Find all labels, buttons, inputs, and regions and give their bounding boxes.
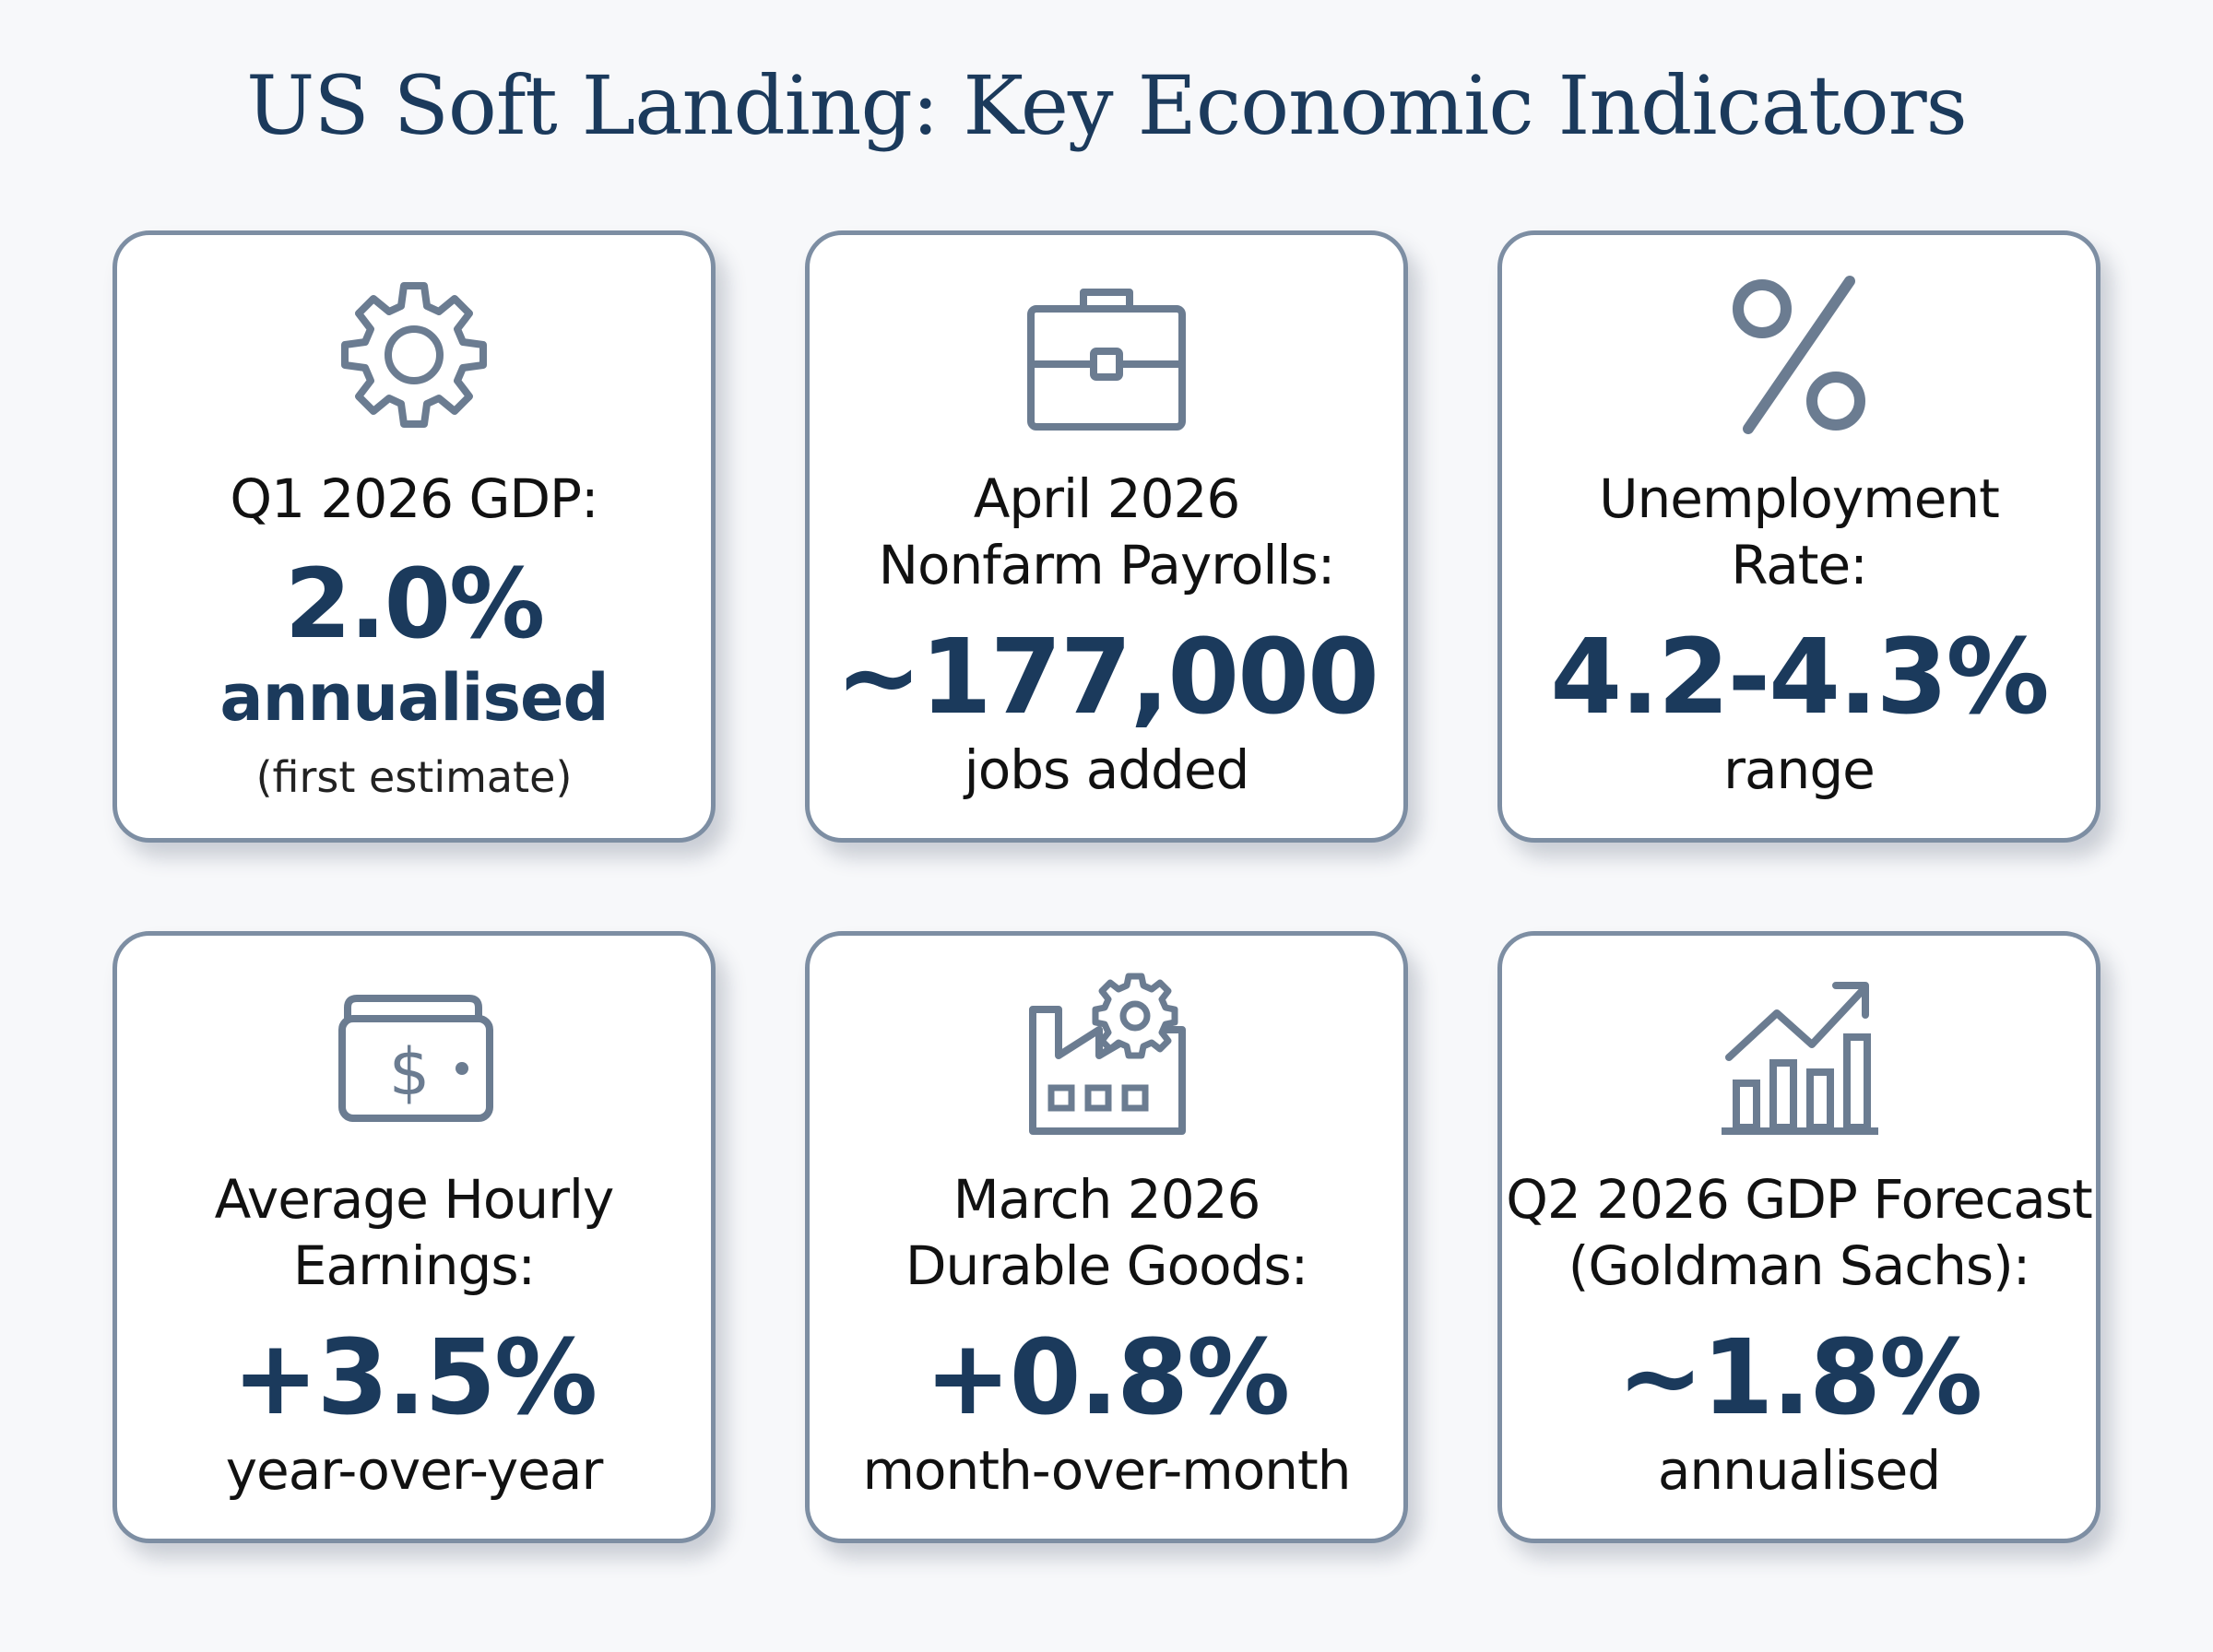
card-hourly-earnings: $ Average Hourly Earnings: +3.5% year-ov… xyxy=(112,931,716,1543)
card-sub: jobs added xyxy=(964,738,1250,801)
card-q2-gdp-forecast: Q2 2026 GDP Forecast (Goldman Sachs): ~1… xyxy=(1497,931,2101,1543)
card-label: Q1 2026 GDP: xyxy=(230,467,598,530)
card-label: Unemployment Rate: xyxy=(1599,467,2000,596)
card-label: Average Hourly Earnings: xyxy=(214,1168,615,1297)
card-durable-goods: March 2026 Durable Goods: +0.8% month-ov… xyxy=(805,931,1408,1543)
gear-icon xyxy=(117,272,711,438)
card-label: April 2026 Nonfarm Payrolls: xyxy=(878,467,1336,596)
card-sub: annualised xyxy=(1657,1439,1941,1502)
card-sub: annualised xyxy=(219,660,609,736)
card-label: Q2 2026 GDP Forecast (Goldman Sachs): xyxy=(1506,1168,2092,1297)
card-value: 4.2-4.3% xyxy=(1550,618,2050,738)
factory-icon xyxy=(810,973,1403,1139)
card-value: ~1.8% xyxy=(1616,1318,1982,1438)
card-note: (first estimate) xyxy=(255,752,573,802)
briefcase-icon xyxy=(810,272,1403,438)
card-unemployment-rate: Unemployment Rate: 4.2-4.3% range xyxy=(1497,230,2101,843)
growth-chart-icon xyxy=(1502,973,2096,1139)
percent-icon xyxy=(1502,272,2096,438)
wallet-dollar-icon: $ xyxy=(117,973,711,1139)
card-nonfarm-payrolls: April 2026 Nonfarm Payrolls: ~177,000 jo… xyxy=(805,230,1408,843)
card-value: +0.8% xyxy=(924,1318,1290,1438)
card-value: ~177,000 xyxy=(835,618,1379,738)
card-sub: month-over-month xyxy=(862,1439,1351,1502)
page-title: US Soft Landing: Key Economic Indicators xyxy=(246,58,1968,153)
card-value: +3.5% xyxy=(231,1318,598,1438)
card-value: 2.0% xyxy=(284,548,545,660)
svg-text:$: $ xyxy=(389,1034,431,1110)
card-sub: year-over-year xyxy=(225,1439,604,1502)
card-label: March 2026 Durable Goods: xyxy=(905,1168,1308,1297)
card-q1-gdp: Q1 2026 GDP: 2.0% annualised (first esti… xyxy=(112,230,716,843)
card-sub: range xyxy=(1723,738,1876,801)
